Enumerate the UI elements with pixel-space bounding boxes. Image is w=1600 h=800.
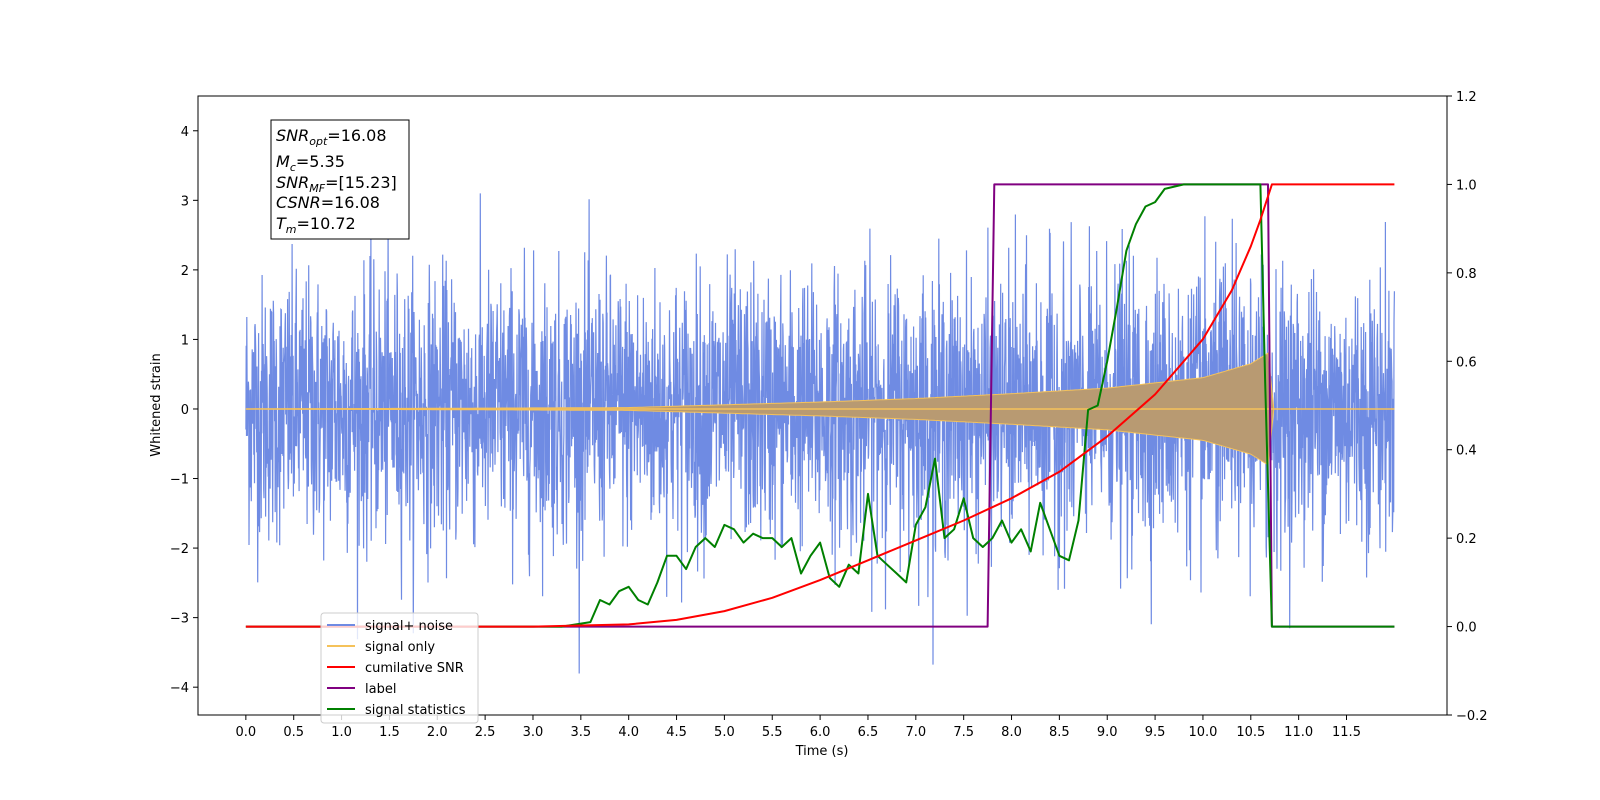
y2-tick-label: 1.2: [1456, 90, 1477, 105]
info-tm-base: T: [276, 214, 287, 233]
y2-tick-label: −0.2: [1456, 709, 1488, 724]
y2-tick-label: 1.0: [1456, 178, 1477, 193]
x-tick-label: 1.0: [331, 725, 352, 740]
x-tick-label: 0.5: [283, 725, 304, 740]
legend-label-cumulative-snr: cumilative SNR: [365, 661, 464, 676]
y-axis-label: Whitened strain: [149, 353, 164, 456]
series-signal-statistics-line: [245, 183, 1395, 628]
x-tick-label: 3.5: [570, 725, 591, 740]
x-tick-label: 10.5: [1236, 725, 1265, 740]
axis-ticks: 0.0 0.5 1.0 1.5 2.0 2.5 3.0 3.5 4.0 4.5 5.0 5.5 6.0 6…: [170, 90, 1488, 740]
x-tick-label: 7.5: [953, 725, 974, 740]
info-snr-mf: SNRMF=[15.23]: [276, 173, 397, 195]
info-snr-mf-sub: MF: [309, 182, 325, 195]
x-tick-label: 1.5: [379, 725, 400, 740]
x-tick-label: 7.0: [905, 725, 926, 740]
y-tick-label: 0: [181, 403, 189, 418]
x-tick-label: 2.5: [475, 725, 496, 740]
x-tick-label: 2.0: [427, 725, 448, 740]
x-tick-label: 10.0: [1188, 725, 1217, 740]
y-tick-label: −3: [170, 612, 189, 627]
series-cumulative-snr-line: [245, 183, 1395, 628]
info-box-frame: [270, 119, 410, 240]
x-tick-label: 9.0: [1097, 725, 1118, 740]
info-snr-opt-base: SNR: [276, 126, 309, 145]
y-tick-label: 4: [181, 125, 189, 140]
y2-tick-label: 0.0: [1456, 621, 1477, 636]
y-tick-label: 1: [181, 333, 189, 348]
y-tick-label: −1: [170, 473, 189, 488]
info-csnr-base: CSNR: [276, 193, 321, 212]
x-tick-label: 0.0: [236, 725, 257, 740]
info-mc: Mc=5.35: [276, 152, 345, 174]
info-snr-opt: SNRopt=16.08: [276, 126, 387, 148]
legend-label-signal-noise: signal+ noise: [365, 619, 453, 634]
info-snr-mf-value: =[15.23]: [325, 173, 397, 192]
info-tm: Tm=10.72: [276, 214, 356, 236]
x-tick-label: 6.5: [858, 725, 879, 740]
x-tick-label: 4.0: [618, 725, 639, 740]
x-tick-label: 6.0: [810, 725, 831, 740]
x-tick-label: 3.0: [523, 725, 544, 740]
info-snr-opt-value: =16.08: [327, 126, 386, 145]
legend: signal+ noise signal only cumilative SNR…: [320, 612, 479, 724]
x-tick-label: 5.0: [714, 725, 735, 740]
info-box: SNRopt=16.08 Mc=5.35 SNRMF=[15.23] CSNR=…: [270, 119, 410, 240]
info-snr-mf-base: SNR: [276, 173, 309, 192]
plot-area: [245, 183, 1395, 674]
y-tick-label: −4: [170, 681, 189, 696]
y-tick-label: −2: [170, 542, 189, 557]
y2-tick-label: 0.8: [1456, 267, 1477, 282]
y2-tick-label: 0.2: [1456, 532, 1477, 547]
y-tick-label: 3: [181, 194, 189, 209]
info-mc-sub: c: [290, 161, 296, 174]
legend-label-label: label: [365, 682, 396, 697]
x-tick-label: 11.5: [1332, 725, 1361, 740]
y2-tick-label: 0.4: [1456, 444, 1477, 459]
x-tick-label: 8.0: [1001, 725, 1022, 740]
info-mc-value: =5.35: [296, 152, 345, 171]
info-mc-base: M: [276, 152, 290, 171]
info-tm-sub: m: [286, 223, 297, 236]
legend-label-signal-only: signal only: [365, 640, 435, 655]
x-tick-label: 5.5: [762, 725, 783, 740]
x-tick-label: 4.5: [666, 725, 687, 740]
info-snr-opt-sub: opt: [309, 135, 328, 148]
legend-frame: [320, 612, 479, 724]
axes-frame: [197, 95, 1448, 716]
x-tick-label: 9.5: [1145, 725, 1166, 740]
legend-label-signal-statistics: signal statistics: [365, 703, 466, 718]
x-axis-label: Time (s): [795, 744, 849, 759]
x-tick-label: 8.5: [1049, 725, 1070, 740]
info-csnr-value: =16.08: [321, 193, 380, 212]
info-tm-value: =10.72: [297, 214, 356, 233]
x-tick-label: 11.0: [1284, 725, 1313, 740]
info-csnr: CSNR=16.08: [276, 193, 380, 212]
y-tick-label: 2: [181, 264, 189, 279]
y2-tick-label: 0.6: [1456, 355, 1477, 370]
